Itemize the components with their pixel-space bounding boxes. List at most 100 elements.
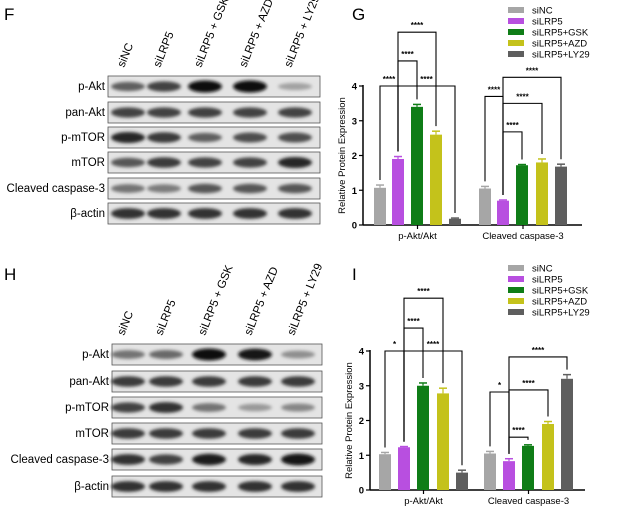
legend-swatch [508,40,524,46]
legend-swatch [508,29,524,35]
bar [484,453,496,490]
blot-band [278,208,312,219]
blot-band [147,132,181,143]
blot-band [147,184,181,193]
significance-label: **** [532,346,545,355]
blot-band [188,132,222,143]
y-tick-label: 0 [352,221,357,232]
significance-label: **** [417,287,430,296]
bar [379,454,391,490]
significance-label: **** [506,121,519,130]
blot-row-label: β-actin [74,481,109,493]
blot-band [147,81,181,92]
legend-label: siLRP5+AZD [532,297,587,308]
significance-label: **** [407,317,420,326]
y-tick-label: 2 [352,151,357,162]
blot-band [149,350,183,359]
blot-band [238,453,272,466]
bar [392,158,404,225]
blot-band [238,428,272,439]
blot-band [149,454,183,465]
blot-band [188,107,222,118]
legend: siNCsiLRP5siLRP5+GSKsiLRP5+AZDsiLRP5+LY2… [508,264,590,319]
blot-band [278,107,312,118]
legend-swatch [508,51,524,57]
legend-label: siNC [532,264,553,275]
y-tick-label: 4 [352,82,358,93]
significance-label: **** [420,75,433,84]
blot-band [111,107,145,118]
blot-band [233,157,267,168]
bar [516,165,528,225]
legend-swatch [508,287,524,293]
significance-bracket [403,350,463,466]
legend-swatch [508,18,524,24]
blot-band [238,348,272,361]
blot-band [238,481,272,492]
significance-label: * [498,381,502,390]
lane-label: siLRP5 + AZD [243,265,281,337]
blot-row-label: mTOR [75,428,109,440]
significance-bracket [502,76,562,195]
legend-label: siLRP5+GSK [532,286,589,297]
blot-band [111,454,145,465]
lane-label: siLRP5 + GSK [197,263,236,337]
blot-row-label: Cleaved caspase-3 [7,183,105,195]
blot-band [281,376,315,387]
blot-band [192,376,226,387]
blot-band [188,157,222,168]
blot-band [192,428,226,439]
bar [417,385,429,490]
bar [503,461,515,490]
panel-label-f: F [4,5,14,24]
legend-swatch [508,7,524,13]
blot-band [192,453,226,466]
blot-band [192,348,226,361]
blot-row-label: p-mTOR [65,402,109,414]
blot-band [111,376,145,387]
blot-row-label: Cleaved caspase-3 [11,454,109,466]
bar [479,188,491,225]
lane-label: siLRP5 + LY29 [286,262,326,337]
blot-band [233,80,267,93]
blot-row-label: p-Akt [82,349,110,361]
bar-chart-g: 0 1 2 3 4 Relative Protein Expression p-Akt/Ak… [337,6,590,243]
blot-band [111,208,145,219]
x-tick-label: p-Akt/Akt [398,231,437,242]
significance-label: **** [516,92,529,101]
bar [430,134,442,225]
y-tick-label: 3 [352,116,357,127]
significance-label: **** [411,21,424,30]
bar [456,472,468,490]
blot-row-label: pan-Akt [69,376,109,388]
bar [522,445,534,490]
y-tick-label: 4 [359,347,365,358]
x-tick-label: p-Akt/Akt [404,496,443,507]
blot-band [233,107,267,118]
blot-row-label: pan-Akt [65,107,105,119]
bar [497,200,509,225]
lane-label: siNC [116,42,136,70]
western-blot-h: siNC siLRP5 siLRP5 + GSK siLRP5 + AZD siLRP5… [11,262,326,498]
blot-band [111,131,145,144]
bar [449,218,461,225]
bar [437,393,449,490]
blot-band [149,428,183,439]
significance-label: **** [401,50,414,59]
blot-band [147,157,181,168]
blot-band [188,80,222,93]
significance-label: **** [427,340,440,349]
blot-band [111,157,145,168]
blot-band [238,403,272,412]
blot-row-label: β-actin [70,208,105,220]
legend-label: siLRP5+AZD [532,39,587,50]
legend: siNCsiLRP5siLRP5+GSKsiLRP5+AZDsiLRP5+LY2… [508,6,590,61]
blot-band [111,428,145,439]
significance-bracket [397,85,456,214]
panel-label-i: I [352,265,357,284]
y-axis-label: Relative Protein Expression [337,97,348,214]
blot-row-label: mTOR [71,157,105,169]
y-tick-label: 1 [352,186,358,197]
blot-band [192,403,226,412]
